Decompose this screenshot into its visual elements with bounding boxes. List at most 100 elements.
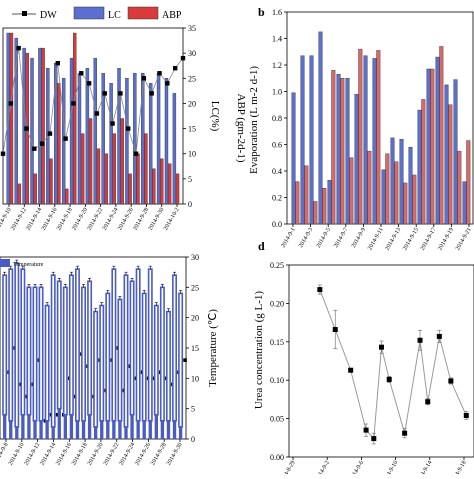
c-xtick-label: 2014-9-10 xyxy=(8,442,26,467)
abp-bar xyxy=(112,133,116,205)
temp-base-bar xyxy=(51,426,55,439)
temp-range-bar xyxy=(20,268,26,416)
abp-bar xyxy=(358,48,363,225)
abp-bar xyxy=(430,68,435,225)
b-xtick-label: 2014-9-21 xyxy=(455,227,473,252)
temp-base-bar xyxy=(63,414,68,439)
c-ytick-label: 20 xyxy=(191,314,199,323)
evap-bar xyxy=(381,169,386,225)
abp-bar xyxy=(394,161,399,225)
temp-base-bar xyxy=(106,420,110,439)
lc-bar xyxy=(30,57,34,205)
temp-base-bar xyxy=(69,414,74,439)
temp-range-bar xyxy=(32,286,38,422)
urea-marker xyxy=(363,427,369,433)
lc-bar xyxy=(77,73,82,205)
lc-bar xyxy=(164,78,169,205)
abp-bar xyxy=(439,46,444,225)
c-xtick-label: 2014-9-20 xyxy=(87,442,105,467)
abp-bar xyxy=(136,153,140,205)
dw-marker xyxy=(102,91,107,96)
c-xtick-label: 2014-9-28 xyxy=(150,442,168,467)
temp-base-bar xyxy=(39,420,43,439)
evap-bar xyxy=(309,55,314,225)
temp-range-bar xyxy=(75,268,80,422)
lc-bar xyxy=(148,83,153,205)
evap-bar xyxy=(363,55,368,225)
b-ytick-label: 0.2 xyxy=(272,194,282,203)
urea-marker xyxy=(417,337,423,343)
abp-bar xyxy=(175,173,180,205)
panel-c-right-axis: 0 5 10 15 20 25 30 xyxy=(186,253,199,444)
temp-base-bar xyxy=(154,414,159,439)
abp-bar xyxy=(457,150,462,225)
temp-range-bar xyxy=(166,310,171,422)
temp-range-bar xyxy=(2,274,8,416)
lc-bar xyxy=(101,73,105,205)
temp-range-bar xyxy=(38,286,44,422)
abp-bar xyxy=(403,182,408,225)
d-xtick-label: 2014-9-2 xyxy=(315,460,331,474)
panel-c-x-axis: 2014-9-82014-9-102014-9-122014-9-142014-… xyxy=(0,439,184,467)
temp-base-bar xyxy=(142,420,146,439)
d-ytick-label: 0.05 xyxy=(270,415,284,424)
d-ytick-label: 0.15 xyxy=(270,338,284,347)
evap-bar xyxy=(345,78,350,225)
temp-range-bar xyxy=(93,310,99,428)
abp-bar xyxy=(33,173,37,205)
c-xtick-label: 2014-9-22 xyxy=(103,442,121,467)
dw-marker xyxy=(94,111,100,116)
b-ytick-label: 0.8 xyxy=(272,114,282,123)
urea-marker xyxy=(317,287,323,293)
a-ytick-label: 25 xyxy=(188,74,196,83)
temp-range-bar xyxy=(147,268,153,422)
temp-base-bar xyxy=(166,420,171,439)
abp-bar xyxy=(104,153,109,205)
a-ytick-label: 5 xyxy=(188,175,192,184)
a-ytick-label: 0 xyxy=(188,200,192,209)
evap-bar xyxy=(453,79,458,225)
temp-base-bar xyxy=(45,420,49,439)
temp-legend-swatch xyxy=(0,259,10,267)
a-xtick-label: 2014-10-2 xyxy=(163,207,181,232)
panel-a-dw-line xyxy=(0,45,186,156)
panel-b-right-ylabel: Evaporation (L m-2 d-1) xyxy=(248,66,260,174)
lc-bar xyxy=(69,57,74,205)
dw-legend-label: DW xyxy=(40,10,57,21)
evap-bar xyxy=(372,58,377,225)
lc-bar xyxy=(61,78,66,205)
abp-legend-swatch xyxy=(127,6,159,20)
dw-marker xyxy=(118,91,123,96)
abp-bar xyxy=(448,104,453,225)
temp-base-bar xyxy=(9,420,13,439)
urea-marker xyxy=(463,413,469,419)
c-xtick-label: 2014-9-16 xyxy=(55,442,73,467)
b-xtick-label: 2014-9-13 xyxy=(385,227,403,252)
temp-base-bar xyxy=(94,426,98,439)
evap-bar xyxy=(435,56,440,225)
temp-range-bar xyxy=(68,274,74,416)
b-xtick-label: 2014-9-9 xyxy=(351,227,367,249)
a-ytick-label: 15 xyxy=(188,125,196,134)
d-ytick-label: 0.00 xyxy=(270,453,284,462)
d-ytick-label: 0.25 xyxy=(270,261,284,270)
dw-line xyxy=(2,48,184,154)
temp-range-bar xyxy=(26,286,32,416)
temp-range-bar xyxy=(141,292,147,422)
temp-legend-label: Temperature xyxy=(13,262,44,268)
dw-marker xyxy=(0,151,6,156)
urea-marker xyxy=(379,344,384,350)
b-xtick-label: 2014-9-15 xyxy=(402,227,420,252)
temp-range-bar xyxy=(123,274,129,428)
temp-range-bar xyxy=(153,304,159,416)
panel-a-plot-area xyxy=(2,27,184,205)
panel-a-bars xyxy=(6,32,180,205)
c-xtick-label: 2014-9-14 xyxy=(39,442,57,467)
c-xtick-label: 2014-9-24 xyxy=(119,442,137,467)
dw-marker xyxy=(32,146,37,151)
dw-marker xyxy=(47,131,53,136)
dw-marker xyxy=(149,91,154,96)
